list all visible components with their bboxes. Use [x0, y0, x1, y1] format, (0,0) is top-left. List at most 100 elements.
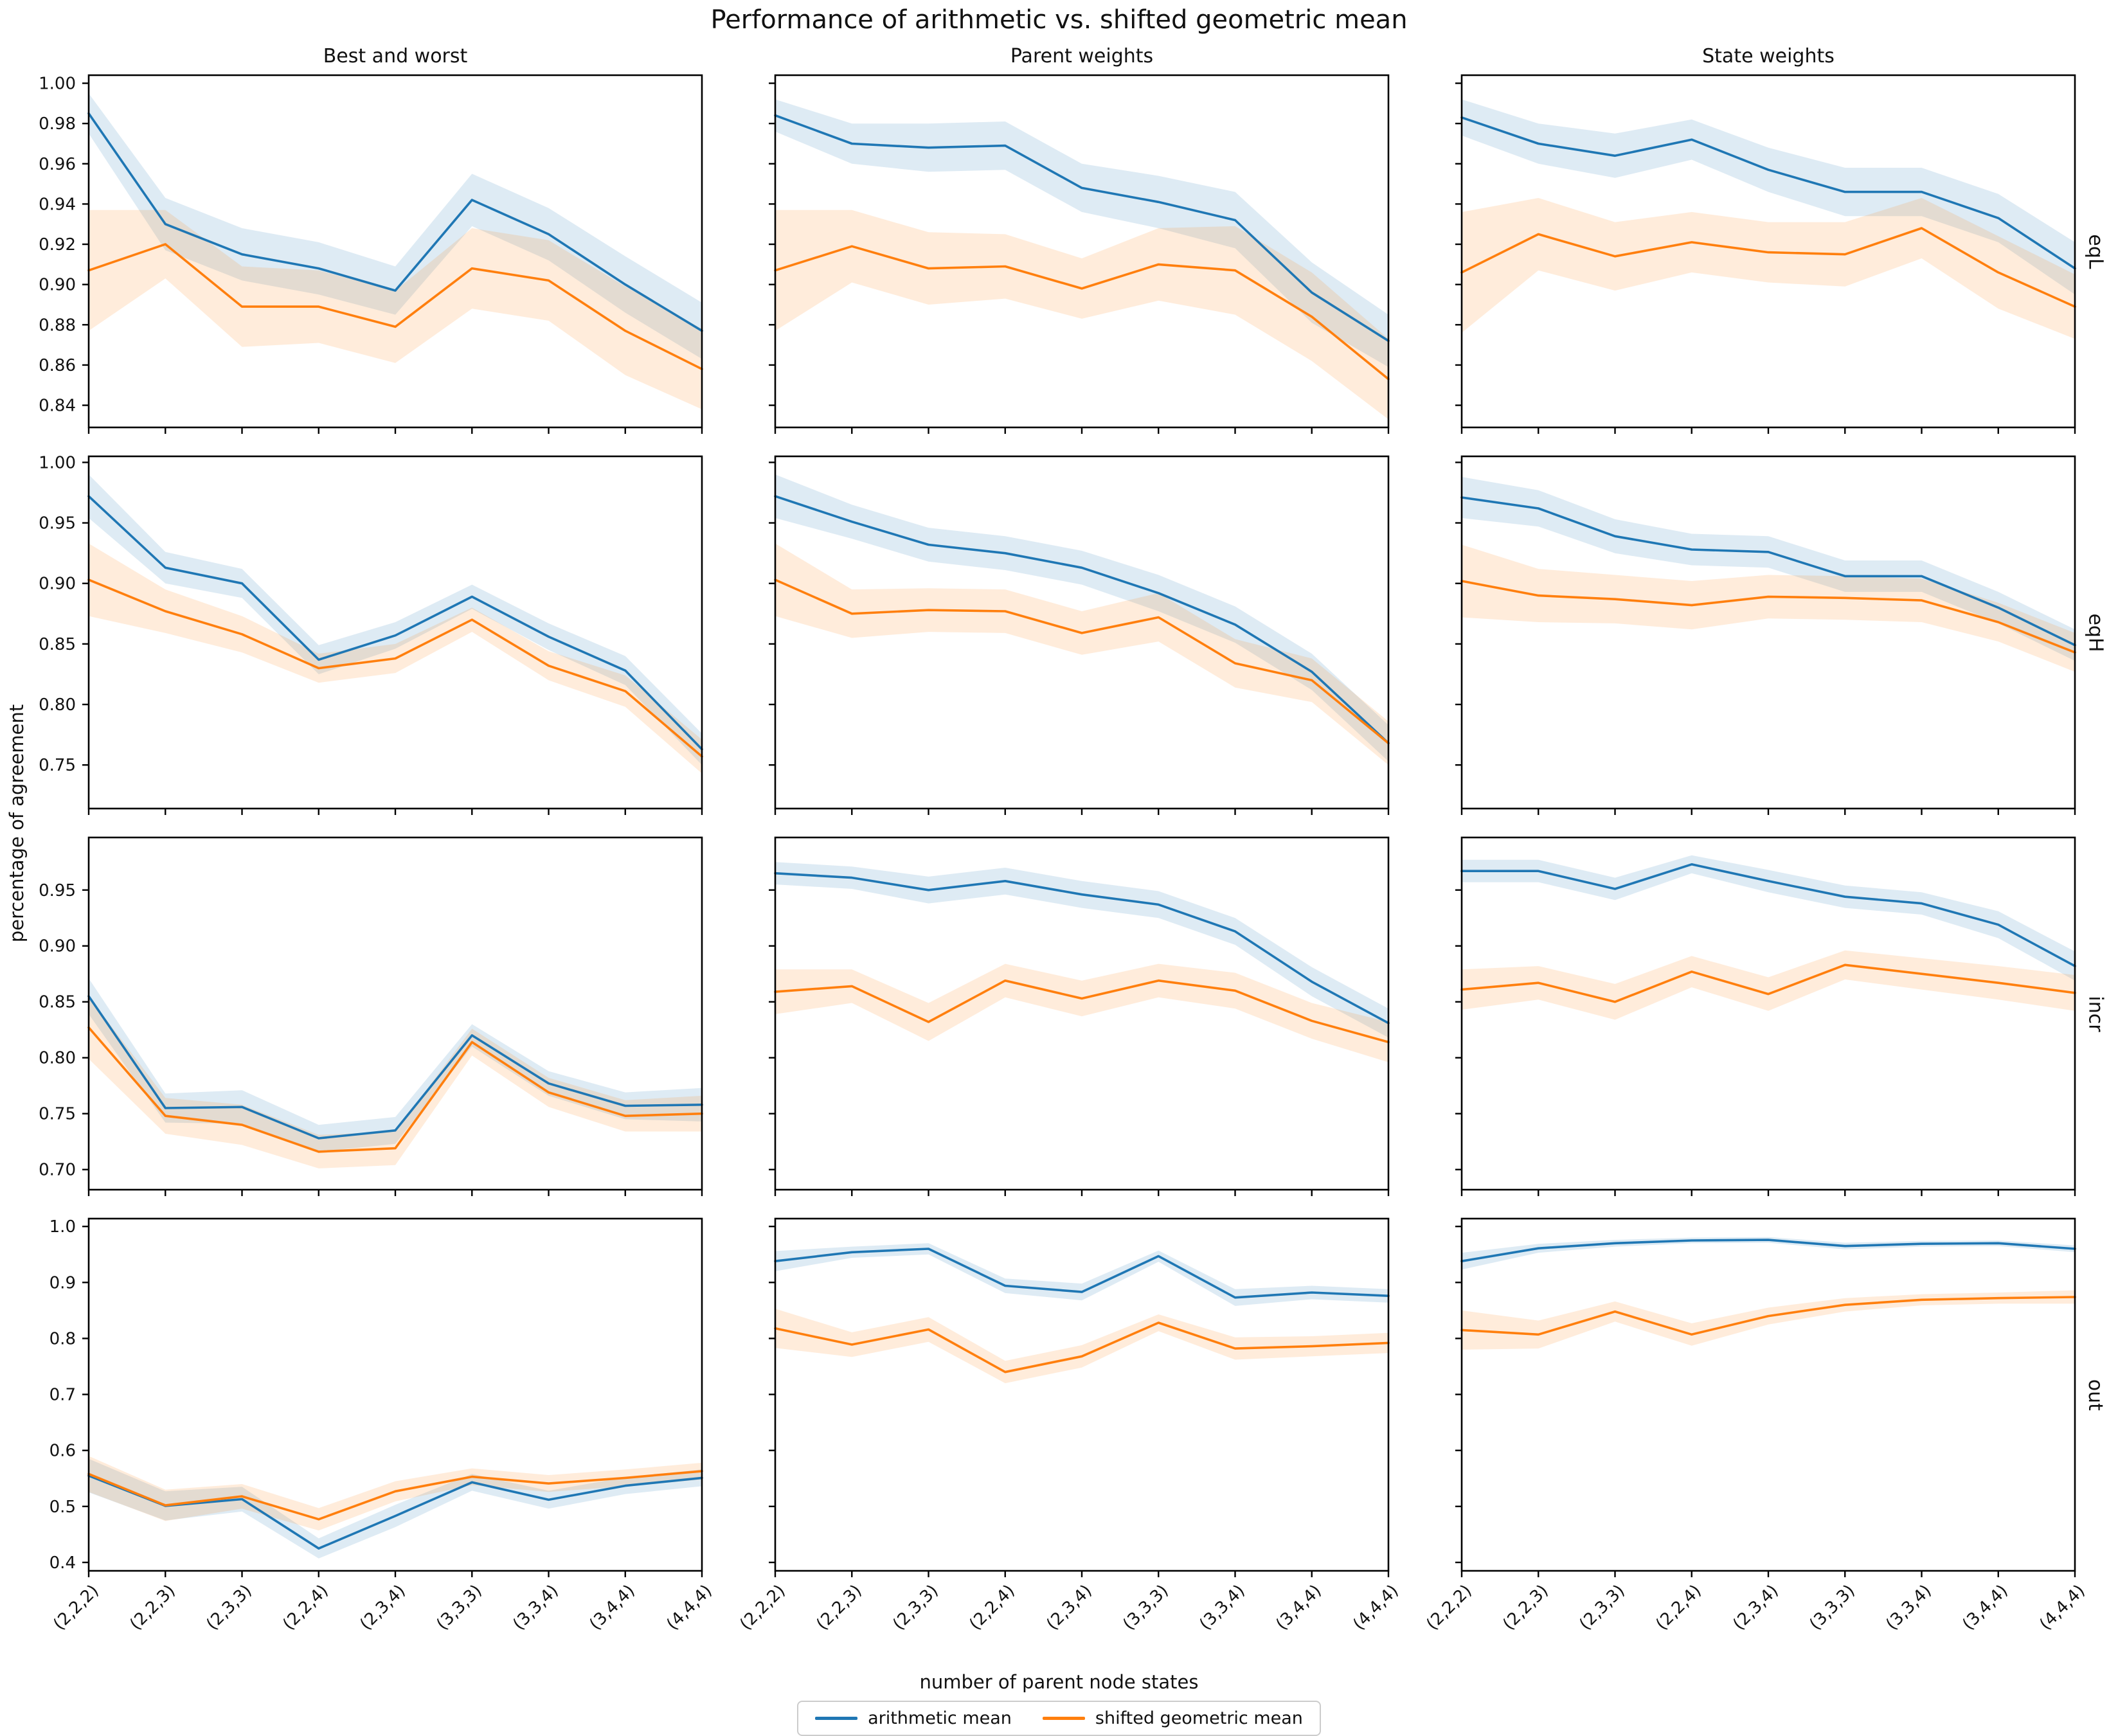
legend: arithmetic mean shifted geometric mean: [0, 1701, 2118, 1736]
y-tick-label: 1.00: [39, 75, 76, 94]
subplot-incr-parent-weights: [769, 836, 1390, 1196]
y-tick-label: 0.94: [39, 195, 76, 214]
y-tick-label: 0.7: [49, 1386, 76, 1405]
shifted-geometric-mean-line: [774, 979, 1390, 1044]
legend-item-shifted-geometric-mean: shifted geometric mean: [1042, 1708, 1303, 1728]
y-tick-label: 0.4: [49, 1553, 76, 1573]
shifted-geometric-mean-band: [775, 210, 1388, 420]
subplot-eqL-parent-weights: [769, 74, 1390, 434]
x-tick-label: (3,3,3): [1119, 1581, 1172, 1634]
shifted-geometric-mean-line: [774, 1321, 1390, 1374]
x-tick-label: (2,2,4): [965, 1581, 1019, 1634]
arithmetic-mean-line: [87, 1474, 703, 1550]
legend-item-arithmetic-mean: arithmetic mean: [815, 1708, 1012, 1728]
arithmetic-mean-band: [1462, 1237, 2075, 1270]
arithmetic-mean-line-icon: [815, 1717, 858, 1720]
arithmetic-mean-line: [1460, 1239, 2076, 1262]
shifted-geometric-mean-line: [87, 243, 703, 371]
subplot-eqH-parent-weights: [769, 455, 1390, 815]
x-tick-label: (3,3,4): [1196, 1581, 1249, 1634]
arithmetic-mean-band: [775, 862, 1388, 1038]
x-tick-label: (3,4,4): [586, 1581, 639, 1634]
shifted-geometric-mean-line: [1460, 963, 2076, 1003]
subplot-incr-best-and-worst: 0.95 0.90 0.85 0.80 0.75 0.70: [39, 836, 703, 1196]
arithmetic-mean-line: [774, 1248, 1390, 1299]
arithmetic-mean-line: [1460, 863, 2076, 967]
y-tick-label: 0.90: [39, 276, 76, 295]
x-tick-label: (3,4,4): [1272, 1581, 1325, 1634]
x-axis-label: number of parent node states: [919, 1671, 1199, 1693]
x-tick-label: (2,2,4): [279, 1581, 332, 1634]
subplot-out-best-and-worst: 1.0 0.9 0.8 0.7 0.6 0.5 0.4: [49, 1217, 703, 1577]
y-tick-label: 0.6: [49, 1442, 76, 1461]
shifted-geometric-mean-band: [775, 543, 1388, 765]
shifted-geometric-mean-band: [89, 1456, 702, 1531]
x-tick-label: (3,4,4): [1959, 1581, 2012, 1634]
arithmetic-mean-band: [89, 978, 702, 1152]
arithmetic-mean-line: [774, 495, 1390, 745]
x-tick-label: (2,3,3): [202, 1581, 256, 1634]
y-tick-label: 0.70: [39, 1161, 76, 1180]
y-tick-label: 0.98: [39, 114, 76, 134]
x-tick-label: (2,2,4): [1652, 1581, 1705, 1634]
row-label-eqL: eqL: [2084, 233, 2107, 269]
x-tick-label: (2,3,3): [889, 1581, 942, 1634]
arithmetic-mean-band: [1462, 99, 2075, 295]
shifted-geometric-mean-line: [774, 245, 1390, 380]
x-tick-label: (2,2,2): [49, 1581, 103, 1634]
arithmetic-mean-line: [1460, 496, 2076, 647]
x-tick-label: (2,3,3): [1575, 1581, 1629, 1634]
shifted-geometric-mean-line: [87, 578, 703, 758]
subplot-out-parent-weights: [769, 1217, 1390, 1577]
row-label-incr: incr: [2084, 995, 2107, 1032]
shifted-geometric-mean-line: [774, 578, 1390, 745]
y-tick-label: 0.86: [39, 356, 76, 375]
y-tick-label: 0.85: [39, 993, 76, 1012]
y-tick-label: 0.90: [39, 575, 76, 594]
subplot-eqL-state-weights: [1455, 74, 2076, 434]
arithmetic-mean-line: [87, 495, 703, 751]
shifted-geometric-mean-line: [87, 1026, 703, 1153]
x-tick-label: (2,2,2): [1422, 1581, 1476, 1634]
shifted-geometric-mean-line: [1460, 1296, 2076, 1336]
arithmetic-mean-line: [774, 872, 1390, 1025]
y-tick-label: 0.75: [39, 756, 76, 775]
arithmetic-mean-band: [1462, 855, 2075, 981]
shifted-geometric-mean-line: [87, 1470, 703, 1521]
row-label-out: out: [2084, 1379, 2107, 1411]
x-tick-label: (4,4,4): [662, 1581, 716, 1634]
shifted-geometric-mean-line: [1460, 227, 2076, 308]
subplot-eqH-state-weights: [1455, 455, 2076, 815]
x-tick-label: (2,3,4): [355, 1581, 409, 1634]
x-tick-label: (4,4,4): [2035, 1581, 2089, 1634]
shifted-geometric-mean-band: [89, 996, 702, 1168]
arithmetic-mean-band: [775, 99, 1388, 368]
arithmetic-mean-band: [775, 1243, 1388, 1306]
shifted-geometric-mean-band: [1462, 198, 2075, 339]
arithmetic-mean-band: [89, 93, 702, 359]
shifted-geometric-mean-line: [1460, 580, 2076, 654]
y-axis-label: percentage of agreement: [6, 704, 28, 942]
x-tick-label: (3,3,3): [1806, 1581, 1859, 1634]
shifted-geometric-mean-band: [775, 1309, 1388, 1384]
y-tick-label: 0.9: [49, 1273, 76, 1293]
y-tick-label: 0.95: [39, 881, 76, 900]
x-tick-label: (3,3,4): [509, 1581, 562, 1634]
y-tick-label: 0.95: [39, 514, 76, 533]
column-title-state-weights: State weights: [1702, 45, 1835, 67]
arithmetic-mean-line: [1460, 116, 2076, 270]
arithmetic-mean-band: [89, 1458, 702, 1559]
arithmetic-mean-band: [775, 474, 1388, 762]
y-tick-label: 0.88: [39, 316, 76, 335]
y-tick-label: 0.92: [39, 235, 76, 255]
y-tick-label: 0.84: [39, 397, 76, 416]
y-tick-label: 1.0: [49, 1217, 76, 1237]
shifted-geometric-mean-band: [1462, 544, 2075, 672]
row-label-eqH: eqH: [2084, 613, 2107, 652]
shifted-geometric-mean-band: [1462, 950, 2075, 1020]
subplot-incr-state-weights: [1455, 836, 2076, 1196]
arithmetic-mean-band: [1462, 477, 2075, 661]
x-tick-label: (3,3,3): [433, 1581, 486, 1634]
shifted-geometric-mean-band: [1462, 1290, 2075, 1350]
